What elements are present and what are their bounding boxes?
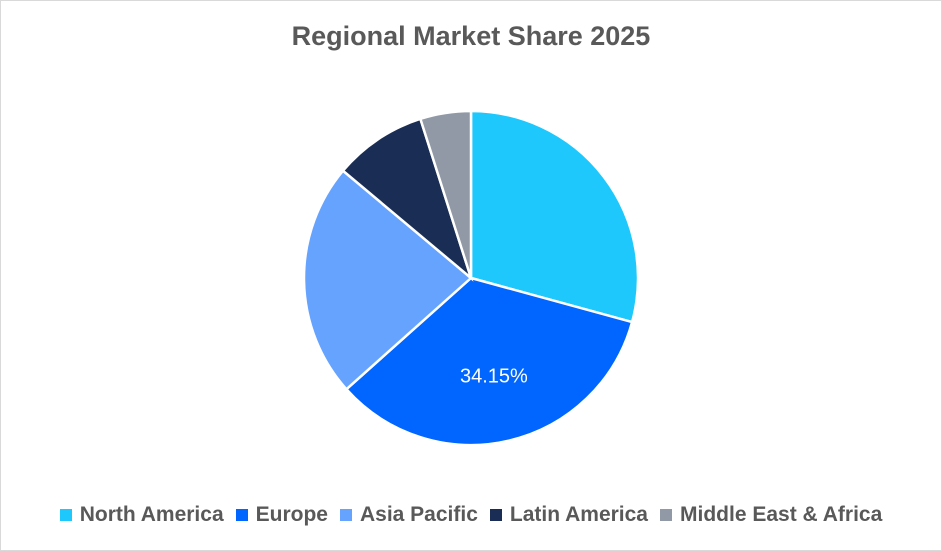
legend-label: Asia Pacific bbox=[359, 503, 478, 526]
pie-slice-latin-america bbox=[341, 117, 474, 282]
legend-swatch bbox=[59, 509, 72, 521]
legend-swatch bbox=[489, 509, 502, 521]
chart-title: Regional Market Share 2025 bbox=[291, 21, 651, 51]
legend-label: Europe bbox=[255, 503, 328, 526]
legend-swatch bbox=[660, 509, 672, 521]
legend: North America Europe Asia Pacific Latin Ame… bbox=[1, 503, 941, 527]
legend-swatch bbox=[235, 509, 248, 521]
legend-label: Latin America bbox=[509, 503, 648, 526]
legend-item: Middle East & Africa bbox=[660, 503, 882, 527]
legend-item: North America bbox=[59, 503, 224, 527]
pie-slice-asia-pacific bbox=[302, 168, 473, 391]
legend-item: Europe bbox=[235, 503, 328, 527]
legend-label: North America bbox=[79, 503, 224, 526]
legend-label: Middle East & Africa bbox=[680, 503, 883, 526]
legend-swatch bbox=[339, 509, 352, 521]
pie-slice-middle-east-africa bbox=[418, 109, 473, 279]
legend-item: Latin America bbox=[489, 503, 648, 527]
pie-slice-europe bbox=[344, 276, 634, 447]
pie-slice-north-america bbox=[469, 109, 640, 324]
legend-item: Asia Pacific bbox=[339, 503, 478, 527]
data-label: 34.15% bbox=[460, 366, 528, 388]
